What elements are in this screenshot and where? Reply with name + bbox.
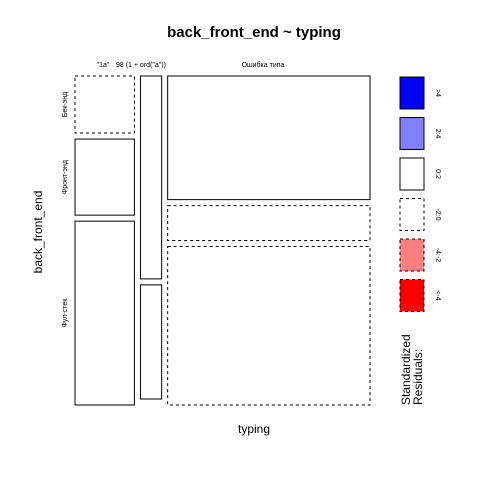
tile-2-фронт-энд <box>139 75 163 280</box>
row-label-бек-энд: Бек-энд <box>62 92 69 117</box>
mosaic-tiles <box>74 75 371 406</box>
legend-label-5: -4:-2 <box>434 248 441 263</box>
legend-swatch-6 <box>399 279 425 312</box>
row-label-фронт-энд: Фронт-энд <box>62 160 69 194</box>
legend-label-6: <-4 <box>434 290 441 300</box>
legend-swatch-5 <box>399 238 425 272</box>
row-label-фул-стек: Фул-стек <box>62 298 69 328</box>
column-labels: "1a" 98 (1 + ord("a")) Ошибка типа <box>97 61 285 69</box>
column-label-3: Ошибка типа <box>242 61 285 69</box>
tile-3-бек-энд <box>167 75 371 201</box>
tile-1-фронт-энд <box>74 138 135 216</box>
legend-title-line-1: Standardized <box>399 334 413 405</box>
tile-2-фул-стек <box>139 284 163 400</box>
residual-legend: >4 2:4 0:2 -2:0 -4:-2 <-4 StandardizedResidual… <box>399 76 441 405</box>
legend-swatch-3 <box>399 157 425 191</box>
tile-3-фул-стек <box>167 246 371 406</box>
legend-label-1: >4 <box>434 89 441 97</box>
legend-label-3: 0:2 <box>434 169 441 179</box>
legend-swatch-2 <box>399 117 425 150</box>
x-axis-label: typing <box>238 422 270 436</box>
column-label-1: "1a" <box>97 62 110 69</box>
legend-swatch-4 <box>399 198 425 231</box>
chart-title: back_front_end ~ typing <box>167 24 341 41</box>
legend-label-2: 2:4 <box>434 129 441 139</box>
legend-swatch-1 <box>399 76 425 110</box>
legend-label-4: -2:0 <box>434 208 441 220</box>
tile-1-фул-стек <box>74 220 135 406</box>
y-axis-label: back_front_end <box>31 191 45 274</box>
column-label-2: 98 (1 + ord("a")) <box>116 62 166 69</box>
tile-3-фронт-энд <box>167 205 371 242</box>
row-labels: Бек-энд Фронт-энд Фул-стек <box>62 92 69 328</box>
tile-1-бек-энд <box>74 75 135 134</box>
legend-title-line-2: Residuals: <box>411 349 425 405</box>
